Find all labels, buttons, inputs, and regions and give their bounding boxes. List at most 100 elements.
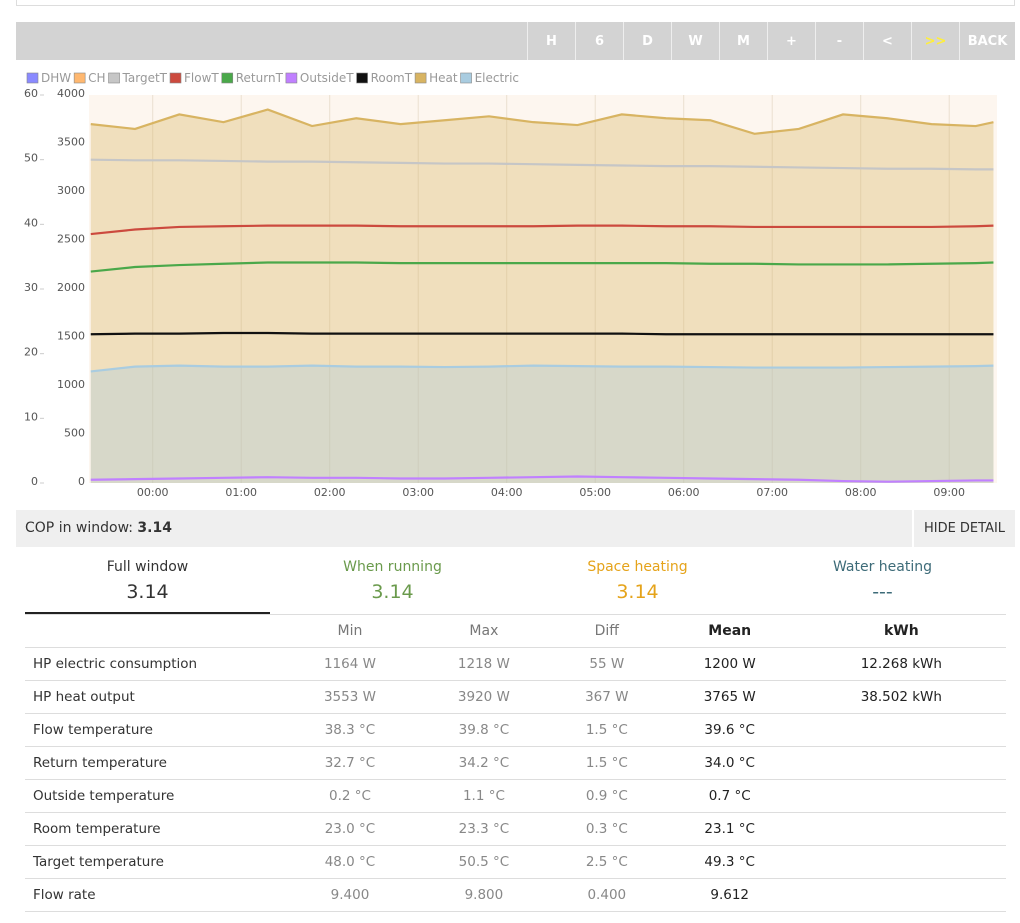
- table-cell: [797, 780, 1006, 813]
- x-tick-label: 04:00: [491, 486, 523, 499]
- table-cell: 3553 W: [283, 681, 417, 714]
- x-tick-label: 08:00: [845, 486, 877, 499]
- legend-swatch: [74, 73, 85, 83]
- table-cell: 1218 W: [417, 648, 551, 681]
- legend-swatch: [415, 73, 426, 83]
- y2-tick-label: 4000: [57, 87, 85, 100]
- y2-tick-label: 2000: [57, 281, 85, 294]
- tabs: Full window3.14When running3.14Space hea…: [25, 548, 1006, 615]
- table-cell: 23.3 °C: [417, 813, 551, 846]
- legend-label: Electric: [475, 71, 519, 85]
- table-cell: 38.502 kWh: [797, 681, 1006, 714]
- legend-label: OutsideT: [300, 71, 354, 85]
- tab-label: When running: [270, 559, 515, 575]
- table-cell: 367 W: [551, 681, 663, 714]
- table-cell: 2.5 °C: [551, 846, 663, 879]
- x-tick-label: 07:00: [756, 486, 788, 499]
- table-cell: [797, 879, 1006, 912]
- tab-label: Water heating: [760, 559, 1005, 575]
- chart: DHWCHTargetTFlowTReturnTOutsideTRoomTHea…: [16, 60, 1015, 510]
- toolbar-button[interactable]: >>: [911, 22, 959, 60]
- header-cell: Mean: [663, 615, 797, 648]
- row-label: Flow rate: [25, 879, 283, 912]
- table-cell: 39.8 °C: [417, 714, 551, 747]
- y-tick-label: 10: [24, 410, 38, 423]
- cop-value: 3.14: [137, 520, 172, 536]
- legend-label: FlowT: [184, 71, 219, 85]
- series-line: [91, 333, 994, 334]
- toolbar-button[interactable]: -: [815, 22, 863, 60]
- cop-bar: COP in window: 3.14 HIDE DETAIL: [16, 510, 1015, 547]
- toolbar-button[interactable]: BACK: [959, 22, 1015, 60]
- row-label: HP heat output: [25, 681, 283, 714]
- legend-swatch: [357, 73, 368, 83]
- table-cell: 3765 W: [663, 681, 797, 714]
- table-cell: 50.5 °C: [417, 846, 551, 879]
- cop-label-text: COP in window:: [25, 520, 133, 536]
- table-cell: [797, 714, 1006, 747]
- legend-swatch: [286, 73, 297, 83]
- table-cell: 1.5 °C: [551, 714, 663, 747]
- table-row: Outside temperature0.2 °C1.1 °C0.9 °C0.7…: [25, 780, 1006, 813]
- table-cell: [797, 813, 1006, 846]
- table-cell: 23.1 °C: [663, 813, 797, 846]
- hide-detail-button[interactable]: HIDE DETAIL: [912, 510, 1015, 547]
- row-label: Outside temperature: [25, 780, 283, 813]
- table-row: Target temperature48.0 °C50.5 °C2.5 °C49…: [25, 846, 1006, 879]
- table-cell: 0.9 °C: [551, 780, 663, 813]
- table-row: Flow rate9.4009.8000.4009.612: [25, 879, 1006, 912]
- x-tick-label: 06:00: [668, 486, 700, 499]
- x-tick-label: 01:00: [225, 486, 257, 499]
- table-cell: 0.3 °C: [551, 813, 663, 846]
- legend-label: DHW: [41, 71, 71, 85]
- table-cell: 0.400: [551, 879, 663, 912]
- toolbar-button[interactable]: W: [671, 22, 719, 60]
- areas: [91, 110, 994, 483]
- table-cell: [797, 846, 1006, 879]
- table-cell: 9.400: [283, 879, 417, 912]
- toolbar-button[interactable]: +: [767, 22, 815, 60]
- y2-tick-label: 2500: [57, 233, 85, 246]
- toolbar-button[interactable]: D: [623, 22, 671, 60]
- tab[interactable]: Water heating---: [760, 548, 1005, 614]
- header-cell: Min: [283, 615, 417, 648]
- x-tick-label: 03:00: [402, 486, 434, 499]
- table-cell: 0.2 °C: [283, 780, 417, 813]
- y2-tick-label: 0: [78, 475, 85, 488]
- table-cell: 1.5 °C: [551, 747, 663, 780]
- table-cell: 38.3 °C: [283, 714, 417, 747]
- table-cell: 0.7 °C: [663, 780, 797, 813]
- table-row: Room temperature23.0 °C23.3 °C0.3 °C23.1…: [25, 813, 1006, 846]
- toolbar-button[interactable]: <: [863, 22, 911, 60]
- tab-label: Space heating: [515, 559, 760, 575]
- header-row: MinMaxDiffMeankWh: [25, 615, 1006, 648]
- y-tick-label: 30: [24, 281, 38, 294]
- toolbar-button[interactable]: 6: [575, 22, 623, 60]
- legend-label: Heat: [429, 71, 458, 85]
- table-cell: 32.7 °C: [283, 747, 417, 780]
- y-tick-label: 0: [31, 475, 38, 488]
- tab-value: 3.14: [25, 581, 270, 603]
- toolbar: H6DWM+-<>>BACK: [16, 22, 1015, 60]
- row-label: Flow temperature: [25, 714, 283, 747]
- table-cell: 49.3 °C: [663, 846, 797, 879]
- legend: DHWCHTargetTFlowTReturnTOutsideTRoomTHea…: [27, 71, 519, 85]
- tab[interactable]: When running3.14: [270, 548, 515, 614]
- table-cell: 3920 W: [417, 681, 551, 714]
- table-row: Return temperature32.7 °C34.2 °C1.5 °C34…: [25, 747, 1006, 780]
- table-cell: [797, 747, 1006, 780]
- y-tick-label: 40: [24, 216, 38, 229]
- toolbar-button[interactable]: H: [527, 22, 575, 60]
- toolbar-button[interactable]: M: [719, 22, 767, 60]
- legend-label: RoomT: [371, 71, 413, 85]
- x-tick-label: 02:00: [314, 486, 346, 499]
- stats-table: MinMaxDiffMeankWhHP electric consumption…: [25, 615, 1006, 912]
- y-tick-label: 50: [24, 152, 38, 165]
- y2-tick-label: 1000: [57, 378, 85, 391]
- table-cell: 1164 W: [283, 648, 417, 681]
- tab[interactable]: Full window3.14: [25, 548, 270, 614]
- tab[interactable]: Space heating3.14: [515, 548, 760, 614]
- header-cell: kWh: [797, 615, 1006, 648]
- table-cell: 34.2 °C: [417, 747, 551, 780]
